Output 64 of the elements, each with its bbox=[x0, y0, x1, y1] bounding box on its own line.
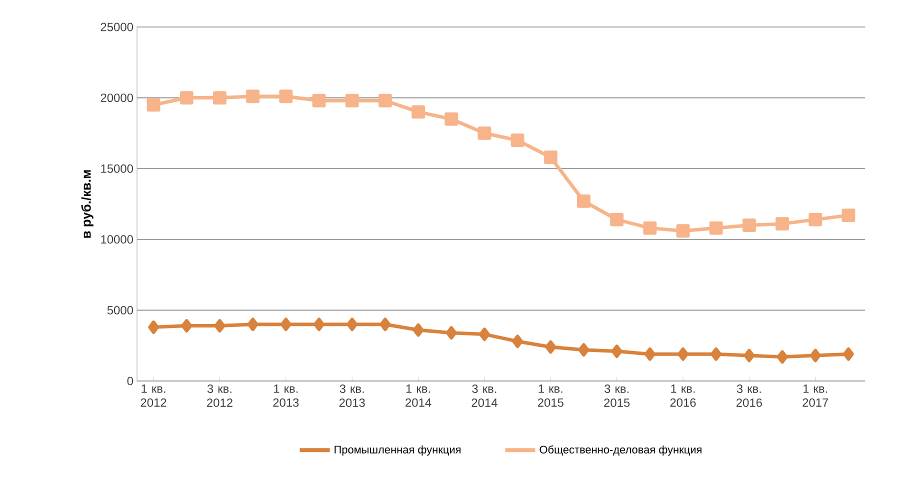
point bbox=[710, 347, 722, 361]
point bbox=[578, 343, 590, 357]
y-tick-label: 10000 bbox=[101, 235, 134, 244]
point bbox=[842, 208, 856, 222]
point bbox=[378, 94, 392, 108]
x-tick-label: 3 кв. 2015 bbox=[604, 384, 630, 407]
point bbox=[678, 347, 688, 361]
point bbox=[412, 105, 426, 119]
x-tick-label: 1 кв. 2012 bbox=[140, 384, 166, 407]
point bbox=[346, 318, 358, 332]
legend-label: Промышленная функция bbox=[334, 445, 461, 456]
point bbox=[776, 350, 788, 364]
x-tick-label: 1 кв. 2017 bbox=[802, 384, 828, 407]
legend-label: Общественно-деловая функция bbox=[540, 445, 702, 456]
x-tick-label: 3 кв. 2014 bbox=[472, 384, 498, 407]
x-tick-label: 3 кв. 2012 bbox=[207, 384, 232, 407]
point bbox=[544, 150, 558, 164]
point bbox=[380, 318, 391, 332]
x-tick-label: 1 кв. 2016 bbox=[670, 384, 696, 407]
point bbox=[412, 323, 424, 337]
y-tick-label: 20000 bbox=[100, 94, 134, 102]
x-tick-label: 3 кв. 2016 bbox=[736, 384, 762, 407]
point bbox=[611, 344, 622, 358]
point bbox=[709, 221, 723, 235]
point bbox=[478, 328, 490, 341]
point bbox=[545, 340, 556, 354]
point bbox=[214, 319, 226, 333]
point bbox=[512, 334, 524, 348]
point bbox=[577, 194, 590, 208]
point bbox=[676, 224, 690, 238]
point bbox=[213, 91, 226, 105]
point bbox=[279, 90, 293, 104]
point bbox=[776, 217, 790, 231]
point bbox=[610, 212, 624, 226]
point bbox=[810, 348, 821, 362]
point bbox=[312, 94, 326, 108]
y-tick-label: 0 bbox=[127, 376, 134, 386]
point bbox=[808, 212, 822, 226]
point bbox=[345, 94, 359, 108]
point bbox=[146, 98, 160, 112]
point bbox=[510, 134, 524, 148]
point bbox=[446, 326, 457, 340]
x-tick-label: 1 кв. 2015 bbox=[538, 384, 564, 407]
y-axis-title: в руб./кв.м bbox=[81, 170, 94, 238]
point bbox=[643, 221, 657, 235]
point bbox=[314, 318, 324, 332]
x-tick-label: 3 кв. 2013 bbox=[339, 384, 365, 407]
y-tick-label: 15000 bbox=[101, 164, 134, 173]
point bbox=[644, 347, 656, 361]
point bbox=[842, 347, 854, 361]
point bbox=[181, 319, 192, 333]
point bbox=[246, 90, 260, 104]
x-tick-label: 1 кв. 2014 bbox=[406, 384, 432, 407]
point bbox=[180, 91, 194, 105]
point bbox=[744, 348, 755, 362]
point bbox=[444, 112, 458, 126]
point bbox=[280, 318, 292, 332]
point bbox=[478, 126, 492, 140]
point bbox=[247, 318, 258, 332]
y-tick-label: 25000 bbox=[100, 22, 134, 32]
x-tick-label: 1 кв. 2013 bbox=[273, 384, 299, 407]
point bbox=[742, 218, 756, 232]
y-tick-label: 5000 bbox=[107, 306, 134, 314]
point bbox=[148, 320, 160, 334]
